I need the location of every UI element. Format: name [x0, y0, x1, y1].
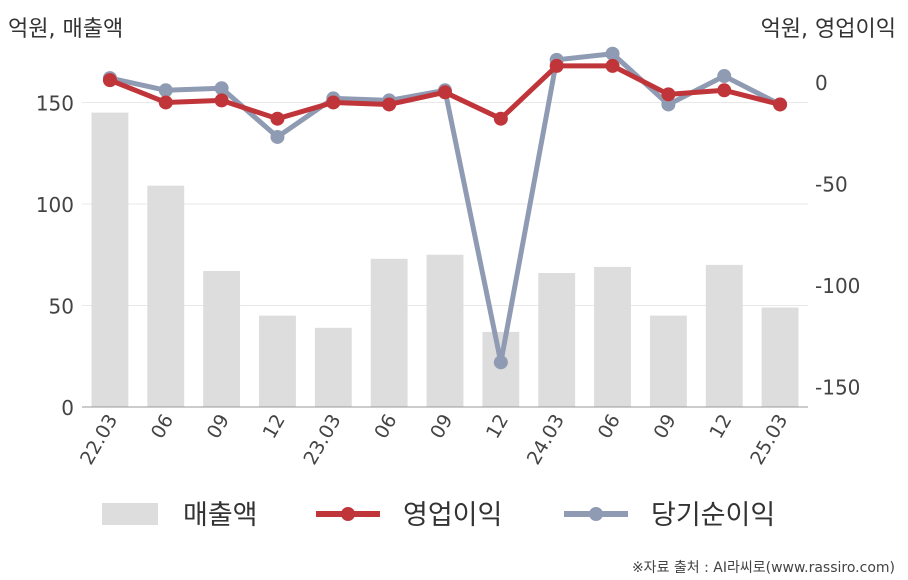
legend-marker-net-income: [589, 507, 603, 521]
right-y-tick-label: 0: [815, 71, 828, 95]
legend: 매출액 영업이익 당기순이익: [102, 500, 775, 531]
x-tick-label: 09: [203, 411, 234, 443]
bar-revenue: [705, 264, 743, 407]
x-tick-label: 09: [650, 411, 681, 443]
left-y-tick-label: 100: [36, 193, 74, 217]
point-operating-profit: [438, 85, 452, 100]
right-axis-unit: 억원, 영업이익: [761, 17, 896, 42]
left-y-ticks: 0 50 100 150: [36, 91, 74, 420]
left-y-tick-label: 50: [49, 294, 74, 318]
bar-revenue: [538, 273, 576, 407]
legend-label-revenue: 매출액: [183, 500, 258, 531]
legend-swatch-revenue: [102, 503, 158, 525]
point-operating-profit: [270, 111, 285, 126]
legend-marker-operating-profit: [341, 507, 355, 521]
point-operating-profit: [102, 73, 117, 88]
x-tick-label: 06: [147, 411, 178, 443]
point-net-income: [158, 83, 173, 98]
bar-revenue: [482, 331, 520, 407]
x-tick-label: 06: [370, 411, 401, 443]
point-net-income: [605, 46, 620, 61]
right-y-tick-label: -50: [815, 173, 848, 197]
point-net-income: [270, 129, 285, 144]
point-operating-profit: [661, 87, 676, 102]
point-operating-profit: [326, 95, 341, 110]
x-tick-label: 12: [259, 411, 290, 443]
bar-revenue: [147, 185, 185, 407]
bar-revenue: [314, 327, 352, 407]
bar-series-revenue: [91, 112, 799, 407]
right-y-tick-label: -100: [815, 274, 860, 298]
point-operating-profit: [214, 93, 229, 108]
x-tick-label: 25.03: [746, 411, 792, 469]
bar-revenue: [370, 258, 408, 407]
line-series: [102, 46, 788, 370]
point-operating-profit: [605, 58, 620, 73]
left-y-tick-label: 150: [36, 91, 74, 115]
x-tick-label: 22.03: [76, 411, 122, 469]
bar-revenue: [259, 315, 296, 407]
right-y-ticks: 0 -50 -100 -150: [815, 71, 860, 400]
left-y-tick-label: 0: [61, 396, 74, 420]
point-net-income: [493, 355, 508, 370]
point-net-income: [661, 97, 676, 112]
point-operating-profit: [382, 97, 397, 112]
point-operating-profit: [773, 97, 788, 112]
x-tick-label: 09: [426, 411, 457, 443]
point-net-income: [717, 69, 732, 84]
point-net-income: [214, 81, 229, 96]
point-operating-profit: [549, 58, 564, 73]
x-tick-label: 24.03: [523, 411, 569, 469]
point-operating-profit: [717, 83, 732, 98]
source-note: ※자료 출처 : AI라씨로(www.rassiro.com): [632, 560, 895, 576]
point-operating-profit: [493, 111, 508, 126]
bar-revenue: [426, 254, 464, 407]
x-ticks: 22.03 06 09 12 23.03 06 09 12 24.03 06 09 12 25.03: [76, 411, 792, 469]
x-tick-label: 06: [594, 411, 625, 443]
legend-label-net-income: 당기순이익: [651, 500, 775, 531]
bar-revenue: [594, 266, 631, 407]
left-axis-unit: 억원, 매출액: [8, 17, 123, 42]
point-operating-profit: [158, 95, 173, 110]
right-y-tick-label: -150: [815, 376, 860, 400]
bar-revenue: [761, 307, 799, 407]
x-tick-label: 12: [705, 411, 736, 443]
x-tick-label: 23.03: [299, 411, 345, 469]
legend-label-operating-profit: 영업이익: [403, 500, 502, 531]
bar-revenue: [649, 315, 687, 407]
bar-revenue: [203, 270, 241, 407]
bar-revenue: [91, 112, 129, 407]
x-tick-label: 12: [482, 411, 513, 443]
